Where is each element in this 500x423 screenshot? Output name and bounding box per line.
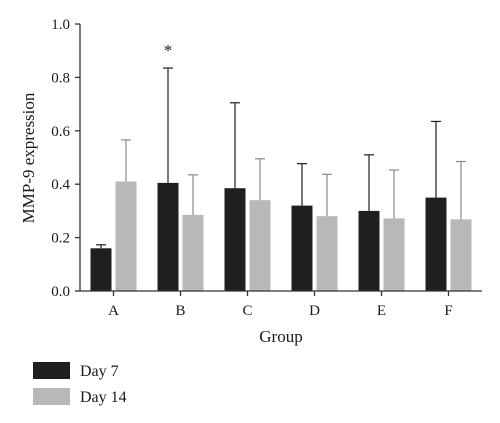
x-tick-label: F	[444, 303, 452, 319]
legend-label-day-14: Day 14	[80, 389, 127, 406]
y-tick-label: 0.4	[51, 177, 70, 193]
bar-A-day-7	[90, 248, 112, 291]
x-tick-label: A	[108, 303, 119, 319]
error-bars-layer	[96, 67, 466, 249]
y-tick-label: 0.0	[51, 284, 70, 300]
annotations-layer: *	[164, 41, 173, 60]
bar-B-day-14	[182, 214, 204, 291]
x-tick-label: E	[377, 303, 386, 319]
bar-F-day-14	[450, 219, 472, 291]
legend-swatch-day-7	[33, 362, 70, 379]
y-tick-label: 1.0	[51, 17, 70, 33]
x-axis-label: Group	[259, 327, 302, 346]
y-tick-label: 0.6	[51, 124, 70, 140]
bar-E-day-7	[358, 210, 380, 291]
bar-A-day-14	[115, 181, 137, 291]
legend: Day 7 Day 14	[33, 362, 127, 406]
bar-C-day-14	[249, 200, 271, 291]
x-tick-label: D	[309, 303, 320, 319]
significance-marker: *	[164, 41, 173, 60]
bar-B-day-7	[157, 182, 179, 291]
bar-C-day-7	[224, 188, 246, 291]
axes-layer: A B C D E F 0.0 0.2 0.4 0.6 0.8 1.0	[51, 17, 482, 319]
x-tick-label: B	[175, 303, 185, 319]
y-tick-label: 0.2	[51, 231, 70, 247]
bar-D-day-14	[316, 216, 338, 291]
bars-layer	[90, 181, 472, 291]
x-tick-label: C	[242, 303, 252, 319]
legend-label-day-7: Day 7	[80, 363, 119, 380]
bar-F-day-7	[425, 197, 447, 291]
y-tick-label: 0.8	[51, 70, 70, 86]
legend-swatch-day-14	[33, 388, 70, 405]
bar-E-day-14	[383, 218, 405, 291]
bar-D-day-7	[291, 205, 313, 291]
y-axis-label: MMP-9 expression	[19, 92, 38, 223]
